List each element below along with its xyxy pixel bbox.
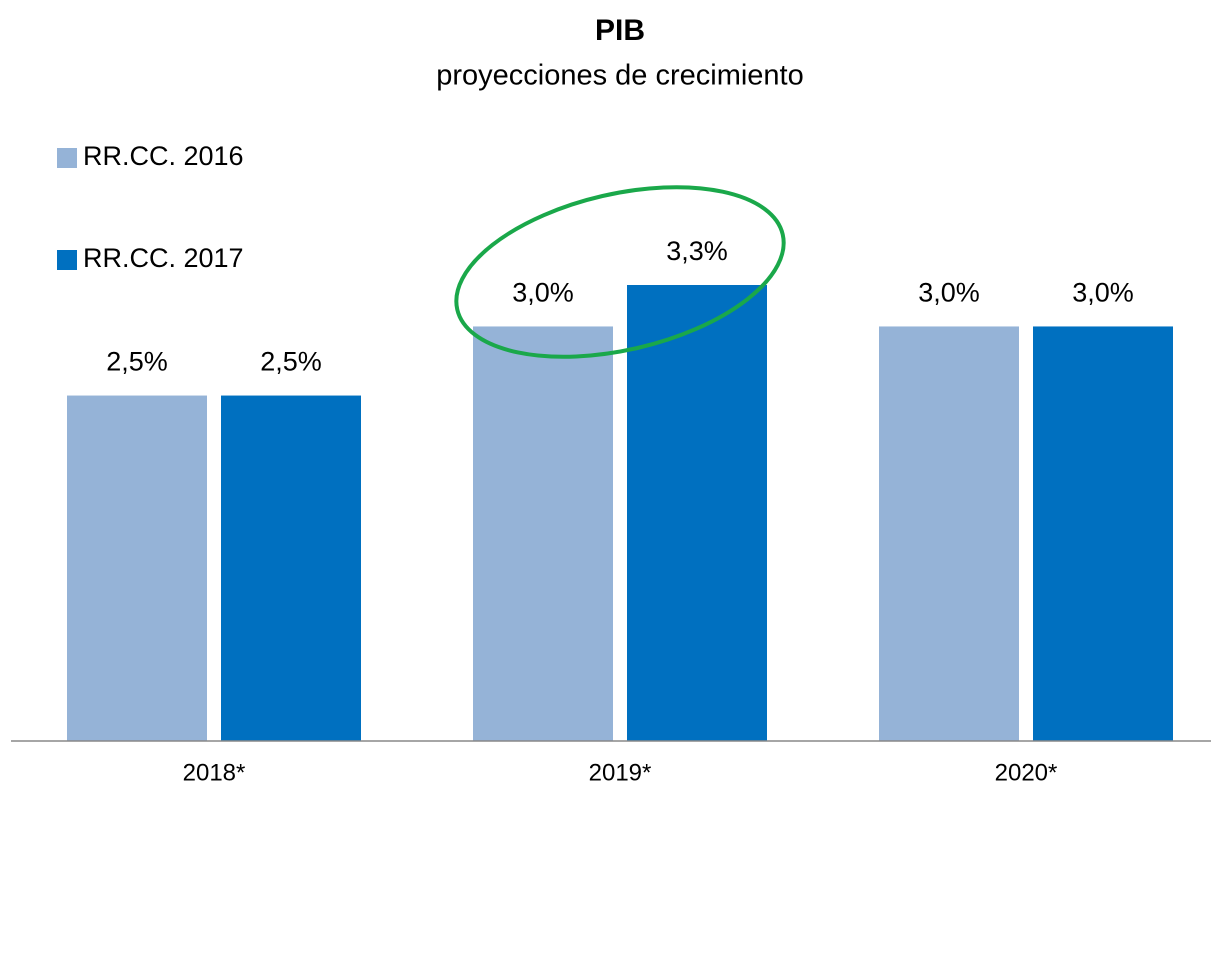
bar [627,285,767,741]
bar [1033,326,1173,741]
bar [67,395,207,741]
bar [473,326,613,741]
data-label: 3,0% [512,278,574,308]
data-label: 3,0% [1072,278,1134,308]
x-tick-label: 2018* [183,759,246,786]
data-label: 2,5% [106,347,168,377]
x-tick-label: 2019* [589,759,652,786]
chart-title: PIB [595,14,645,47]
legend-label: RR.CC. 2017 [83,243,244,273]
legend-swatch [57,148,77,168]
chart-subtitle: proyecciones de crecimiento [436,60,804,92]
data-label: 3,0% [918,278,980,308]
highlight-ellipse [454,185,786,359]
bar [879,326,1019,741]
x-tick-label: 2020* [995,759,1058,786]
bar [221,395,361,741]
data-label: 3,3% [666,236,728,266]
data-label: 2,5% [260,347,322,377]
legend-swatch [57,250,77,270]
legend-label: RR.CC. 2016 [83,141,244,171]
